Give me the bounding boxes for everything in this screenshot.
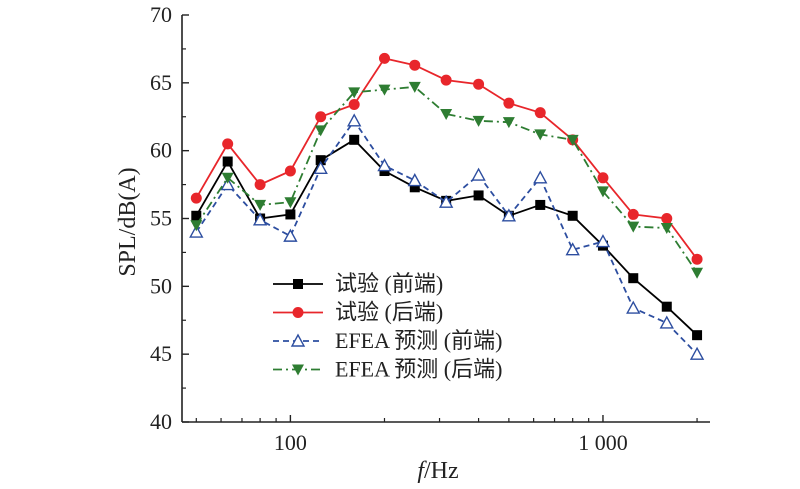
data-point-square [628, 273, 639, 284]
y-tick-label: 45 [150, 341, 172, 366]
data-point-circle [534, 107, 546, 119]
y-tick-label: 70 [150, 2, 172, 27]
data-point-square [692, 330, 703, 341]
x-axis-title: f/Hz [417, 458, 458, 484]
data-point-square [285, 209, 296, 220]
data-point-triangle-down [378, 84, 391, 96]
data-point-square [661, 301, 672, 312]
series-1 [191, 134, 703, 341]
series-layer [189, 52, 705, 360]
data-point-triangle-open [533, 170, 548, 184]
data-point-triangle-open [290, 333, 306, 347]
x-tick-label: 100 [274, 430, 307, 455]
data-point-triangle-open [565, 242, 580, 256]
data-point-circle [315, 111, 327, 123]
data-point-circle [292, 307, 304, 318]
data-point-triangle-open [471, 167, 486, 181]
data-point-triangle-open [501, 208, 517, 222]
data-point-triangle-down [292, 364, 304, 376]
data-point-triangle-down [534, 129, 547, 141]
legend-label: EFEA 预测 (后端) [335, 357, 502, 382]
data-point-square [191, 210, 202, 221]
y-tick-label: 55 [150, 206, 172, 231]
data-point-triangle-down [408, 81, 421, 93]
series-line [195, 119, 698, 355]
data-point-square [409, 182, 420, 193]
data-point-square [293, 279, 303, 289]
y-tick-label: 50 [150, 273, 172, 298]
y-tick-label: 65 [150, 70, 172, 95]
legend-label: 试验 (前端) [335, 271, 443, 296]
legend-item-2: 试验 (后端) [273, 300, 443, 325]
data-point-triangle-open [283, 228, 298, 242]
data-point-triangle-down [472, 115, 485, 127]
data-point-circle [378, 52, 390, 64]
data-point-triangle-open [347, 113, 362, 127]
series-line [195, 85, 698, 274]
data-point-triangle-down [190, 220, 203, 232]
data-point-triangle-down [440, 109, 453, 121]
x-axis-title-variable: f [417, 458, 427, 484]
data-point-circle [190, 192, 202, 204]
data-point-triangle-open [220, 177, 235, 191]
legend-item-4: EFEA 预测 (后端) [273, 357, 502, 382]
legend-label: 试验 (后端) [335, 300, 443, 325]
data-point-triangle-down [348, 87, 361, 99]
data-point-circle [691, 253, 703, 265]
series-3 [189, 113, 705, 360]
data-point-triangle-down [314, 125, 327, 137]
y-tick-label: 60 [150, 138, 172, 163]
data-point-triangle-down [221, 172, 234, 184]
axes: 40 45 50 55 60 65 70 100 1 000 [150, 2, 710, 455]
data-point-square [473, 190, 484, 201]
data-point-square [567, 210, 578, 221]
data-point-circle [440, 74, 452, 86]
data-point-triangle-down [566, 134, 579, 146]
legend-label: EFEA 预测 (前端) [335, 328, 502, 353]
data-point-triangle-open [252, 212, 268, 226]
data-point-triangle-open [313, 160, 328, 175]
data-point-triangle-open [659, 315, 674, 329]
y-tick-label: 40 [150, 409, 172, 434]
data-point-triangle-down [627, 221, 640, 233]
data-point-triangle-down [254, 199, 267, 211]
data-point-circle [222, 138, 234, 150]
data-point-circle [254, 179, 266, 191]
series-line [195, 138, 698, 336]
legend-item-3: EFEA 预测 (前端) [273, 328, 502, 353]
series-4 [190, 81, 704, 279]
series-line [195, 57, 698, 260]
data-point-circle [597, 172, 609, 184]
data-point-triangle-open [626, 300, 641, 314]
x-axis-title-unit: /Hz [424, 458, 459, 484]
data-point-triangle-open [407, 173, 422, 187]
data-point-circle [661, 213, 673, 224]
data-point-triangle-open [438, 194, 454, 208]
data-point-circle [348, 99, 360, 111]
data-point-triangle-down [691, 267, 704, 279]
data-point-circle [503, 97, 515, 109]
data-point-triangle-down [596, 186, 609, 198]
data-point-circle [627, 208, 639, 220]
data-point-square [222, 156, 233, 167]
data-point-triangle-down [502, 117, 515, 129]
data-point-triangle-open [377, 158, 392, 172]
data-point-circle [284, 165, 296, 177]
data-point-triangle-open [689, 346, 705, 360]
data-point-circle [473, 78, 485, 90]
series-2 [190, 52, 703, 265]
legend-item-1: 试验 (前端) [273, 271, 443, 296]
data-point-triangle-down [660, 222, 673, 234]
legend: 试验 (前端) 试验 (后端) EFEA 预测 (前端) EFEA 预测 (后端) [273, 271, 502, 382]
y-axis-title: SPL/dB(A) [115, 167, 141, 276]
data-point-square [535, 199, 546, 210]
data-point-square [349, 134, 360, 145]
data-point-square [315, 155, 326, 166]
data-point-circle [409, 59, 421, 71]
x-tick-label: 1 000 [578, 430, 628, 455]
data-point-triangle-open [595, 234, 611, 248]
data-point-triangle-open [189, 224, 204, 238]
data-point-triangle-down [284, 197, 297, 209]
